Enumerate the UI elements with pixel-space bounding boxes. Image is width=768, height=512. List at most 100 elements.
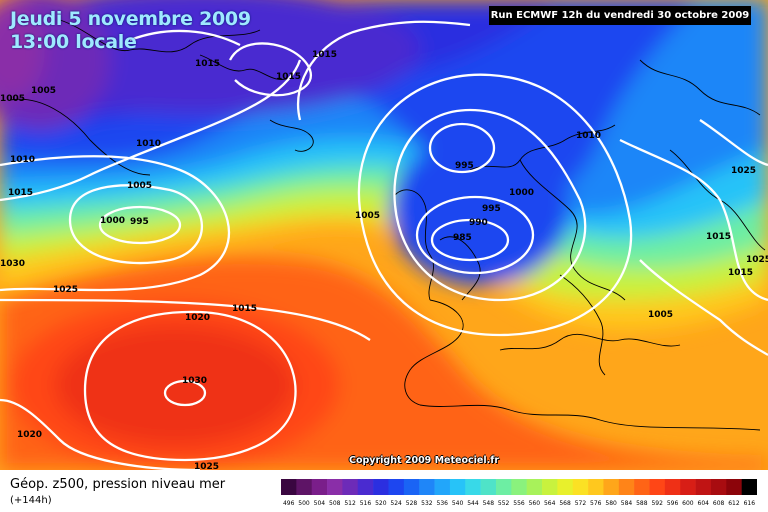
scale-swatch: [480, 479, 497, 495]
scale-swatch: [526, 479, 543, 495]
scale-tick-label: 524: [390, 500, 402, 507]
scale-swatch: [373, 479, 389, 495]
scale-swatch: [434, 479, 451, 495]
isobar-label: 1015: [8, 188, 33, 198]
scale-swatch: [649, 479, 666, 495]
scale-swatch: [695, 479, 712, 495]
scale-swatch: [680, 479, 696, 495]
scale-swatch: [603, 479, 620, 495]
legend-title: Géop. z500, pression niveau mer: [10, 477, 226, 492]
scale-swatch: [588, 479, 604, 495]
isobar-label: 990: [469, 218, 488, 228]
scale-tick-label: 552: [498, 500, 510, 507]
isobar-label: 1025: [746, 255, 768, 265]
isobar-label: 1000: [509, 188, 534, 198]
isobar-label: 1030: [182, 376, 207, 386]
scale-tick-label: 564: [544, 500, 556, 507]
scale-swatch: [449, 479, 466, 495]
scale-tick-label: 504: [314, 500, 326, 507]
isobars: [0, 20, 768, 470]
isobar-label: 985: [453, 233, 472, 243]
isobar-label: 1015: [312, 50, 337, 60]
isobar-label: 1005: [127, 181, 152, 191]
model-run-label: Run ECMWF 12h du vendredi 30 octobre 200…: [489, 6, 751, 25]
scale-tick-label: 532: [421, 500, 433, 507]
isobar-label: 1030: [0, 259, 25, 269]
scale-tick-label: 500: [298, 500, 310, 507]
isobar-label: 1025: [731, 166, 756, 176]
scale-tick-label: 580: [605, 500, 617, 507]
isobar-label: 1000: [100, 216, 125, 226]
scale-swatch: [664, 479, 681, 495]
scale-swatch: [542, 479, 558, 495]
isobar-label: 995: [482, 204, 501, 214]
scale-tick-label: 512: [344, 500, 356, 507]
scale-swatch: [327, 479, 343, 495]
scale-swatch: [511, 479, 527, 495]
scale-tick-label: 496: [283, 500, 295, 507]
color-scale: 496 500 504 508 512 516 520 524 528 532 536 540 544 5…: [281, 479, 757, 507]
scale-tick-label: 604: [698, 500, 710, 507]
scale-tick-label: 568: [559, 500, 571, 507]
scale-tick-label: 528: [406, 500, 418, 507]
scale-tick-label: 548: [483, 500, 495, 507]
scale-swatch: [557, 479, 574, 495]
scale-tick-label: 576: [590, 500, 602, 507]
scale-swatch: [710, 479, 727, 495]
scale-swatch: [634, 479, 650, 495]
forecast-date: Jeudi 5 novembre 2009: [10, 8, 251, 30]
scale-tick-label: 540: [452, 500, 464, 507]
isobar-label: 1005: [648, 310, 673, 320]
isobar-label: 1015: [276, 72, 301, 82]
scale-tick-label: 560: [529, 500, 541, 507]
scale-tick-label: 592: [651, 500, 663, 507]
isobar-label: 1020: [17, 430, 42, 440]
scale-swatch: [342, 479, 359, 495]
scale-swatch: [495, 479, 512, 495]
isobar-label: 1015: [706, 232, 731, 242]
scale-tick-label: 516: [360, 500, 372, 507]
isobar-labels: 1015 1015 1015 1005 1005 1010 1010 1005 …: [0, 50, 768, 470]
isobar-label: 1005: [31, 86, 56, 96]
scale-swatch: [572, 479, 589, 495]
scale-tick-label: 508: [329, 500, 341, 507]
scale-swatch: [618, 479, 635, 495]
isobar-label: 1010: [136, 139, 161, 149]
isobar-label: 1015: [232, 304, 257, 314]
isobar-label: 1005: [355, 211, 380, 221]
scale-swatch: [296, 479, 312, 495]
isobar-label: 1010: [576, 131, 601, 141]
scale-swatch: [741, 479, 757, 495]
coastlines: [9, 19, 766, 431]
scale-swatch: [311, 479, 328, 495]
scale-tick-label: 612: [728, 500, 740, 507]
forecast-time: 13:00 locale: [10, 31, 137, 53]
scale-tick-label: 536: [437, 500, 449, 507]
scale-tick-label: 600: [682, 500, 694, 507]
isobar-label: 1015: [195, 59, 220, 69]
scale-swatch: [357, 479, 374, 495]
scale-swatch: [726, 479, 742, 495]
geopotential-field: [0, 0, 768, 470]
isobar-label: 1015: [728, 268, 753, 278]
scale-swatch: [465, 479, 481, 495]
scale-tick-label: 584: [621, 500, 633, 507]
scale-tick-label: 572: [575, 500, 587, 507]
scale-swatch: [403, 479, 420, 495]
scale-tick-label: 544: [467, 500, 479, 507]
legend-subtitle: (+144h): [10, 495, 52, 506]
isobar-label: 1020: [185, 313, 210, 323]
isobar-label: 995: [455, 161, 474, 171]
forecast-map: 1015 1015 1015 1005 1005 1010 1010 1005 …: [0, 0, 768, 470]
isobar-label: 1025: [53, 285, 78, 295]
scale-tick-label: 608: [713, 500, 725, 507]
copyright-label: Copyright 2009 Meteociel.fr: [349, 455, 500, 466]
scale-swatch: [419, 479, 435, 495]
scale-swatch: [388, 479, 405, 495]
isobar-label: 1005: [0, 94, 25, 104]
scale-swatch: [281, 479, 297, 495]
isobar-label: 1025: [194, 462, 219, 470]
scale-tick-label: 588: [636, 500, 648, 507]
scale-tick-label: 556: [513, 500, 525, 507]
